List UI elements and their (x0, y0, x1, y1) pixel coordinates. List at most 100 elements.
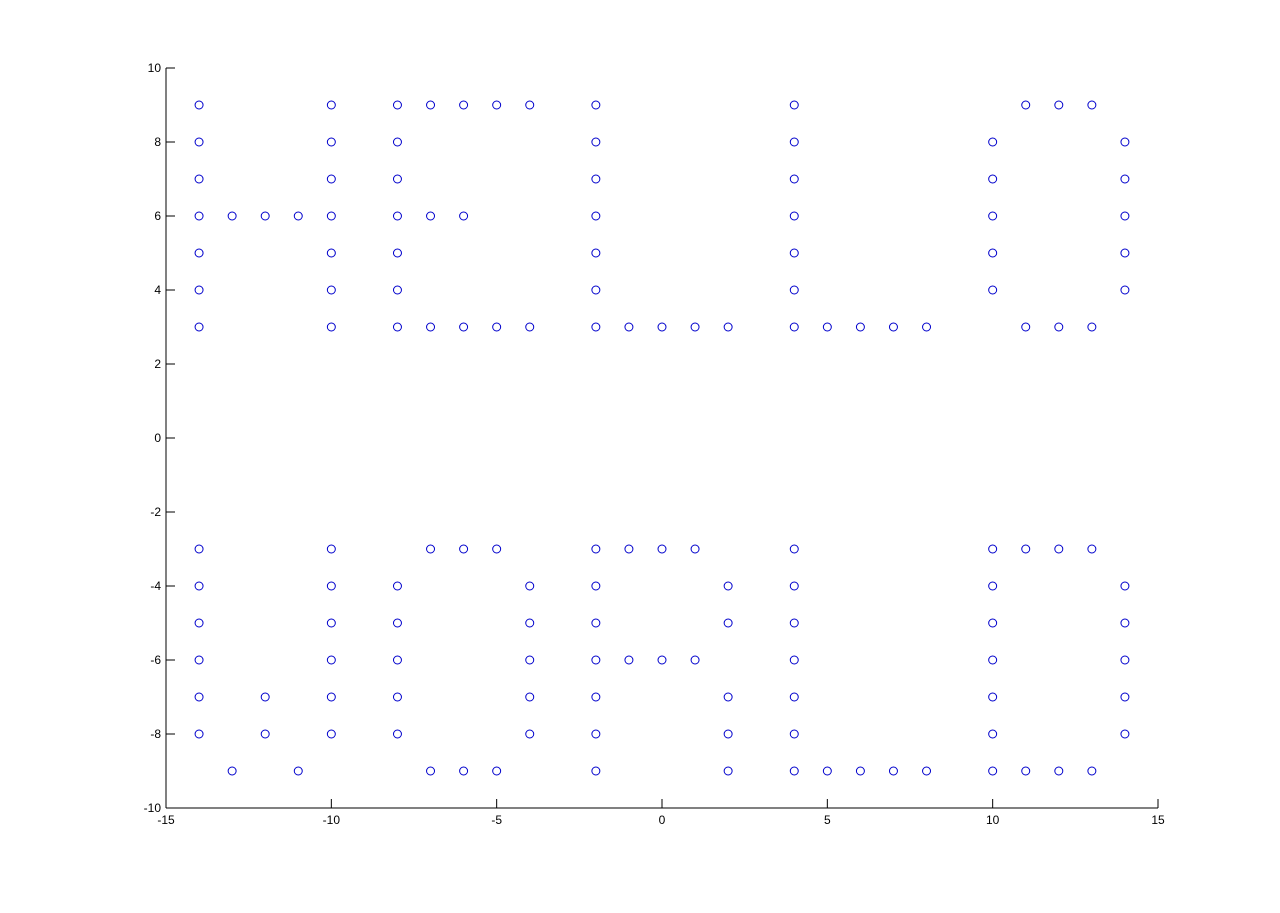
y-tick-label: -8 (150, 727, 161, 741)
data-point (392, 285, 402, 295)
data-point (624, 544, 634, 554)
data-point (525, 322, 535, 332)
data-point (492, 766, 502, 776)
data-point (1087, 100, 1097, 110)
x-tick-label: -5 (491, 813, 502, 827)
data-point (194, 100, 204, 110)
data-point (194, 248, 204, 258)
data-point (326, 137, 336, 147)
data-point (392, 729, 402, 739)
data-point (326, 285, 336, 295)
data-point (326, 655, 336, 665)
data-point (657, 322, 667, 332)
data-point (1021, 766, 1031, 776)
data-point (260, 211, 270, 221)
data-point (194, 729, 204, 739)
data-point (1120, 692, 1130, 702)
data-point (459, 544, 469, 554)
data-point (426, 100, 436, 110)
data-point (723, 729, 733, 739)
data-point (591, 618, 601, 628)
data-point (525, 692, 535, 702)
data-point (293, 766, 303, 776)
data-point (591, 655, 601, 665)
data-point (1120, 285, 1130, 295)
data-point (591, 174, 601, 184)
data-point (591, 100, 601, 110)
data-point (194, 692, 204, 702)
data-point (690, 544, 700, 554)
data-point (1120, 211, 1130, 221)
data-point (789, 100, 799, 110)
data-point (194, 137, 204, 147)
data-point (1120, 618, 1130, 628)
y-tick-label: -4 (150, 579, 161, 593)
data-point (326, 581, 336, 591)
data-point (525, 581, 535, 591)
x-tick-label: 0 (659, 813, 666, 827)
y-tick-label: 0 (154, 431, 161, 445)
data-point (326, 729, 336, 739)
data-point (326, 618, 336, 628)
data-point (1021, 322, 1031, 332)
data-point (591, 322, 601, 332)
data-point (1021, 544, 1031, 554)
data-point (227, 211, 237, 221)
data-point (293, 211, 303, 221)
data-point (194, 322, 204, 332)
data-point (1120, 248, 1130, 258)
data-point (591, 581, 601, 591)
data-point (822, 322, 832, 332)
data-point (426, 211, 436, 221)
data-point (922, 766, 932, 776)
y-tick-label: 8 (154, 135, 161, 149)
data-point (525, 655, 535, 665)
data-point (459, 766, 469, 776)
data-point (1120, 174, 1130, 184)
data-point (988, 729, 998, 739)
data-point (1054, 322, 1064, 332)
y-tick-label: -10 (144, 801, 162, 815)
data-point (988, 211, 998, 221)
data-point (591, 729, 601, 739)
data-point (591, 544, 601, 554)
data-point (492, 544, 502, 554)
data-point (326, 100, 336, 110)
data-point (888, 322, 898, 332)
data-point (194, 174, 204, 184)
data-point (723, 322, 733, 332)
data-point (426, 766, 436, 776)
data-point (1087, 544, 1097, 554)
data-point (1120, 137, 1130, 147)
data-point (426, 544, 436, 554)
data-point (194, 581, 204, 591)
data-point (392, 581, 402, 591)
data-point (988, 655, 998, 665)
data-point (392, 174, 402, 184)
data-point (988, 618, 998, 628)
data-point (723, 618, 733, 628)
data-point (591, 766, 601, 776)
data-point (789, 581, 799, 591)
data-point (392, 248, 402, 258)
data-point (492, 322, 502, 332)
data-point (723, 581, 733, 591)
data-point (789, 729, 799, 739)
y-tick-label: 6 (154, 209, 161, 223)
data-point (723, 692, 733, 702)
data-point (922, 322, 932, 332)
x-tick-label: -15 (157, 813, 175, 827)
data-point (1054, 544, 1064, 554)
data-point (1054, 766, 1064, 776)
data-point (988, 248, 998, 258)
data-point (459, 100, 469, 110)
data-point (789, 618, 799, 628)
data-point (459, 211, 469, 221)
y-tick-label: 2 (154, 357, 161, 371)
data-point (690, 655, 700, 665)
data-point (194, 655, 204, 665)
data-point (260, 692, 270, 702)
data-point (988, 137, 998, 147)
data-point (459, 322, 469, 332)
